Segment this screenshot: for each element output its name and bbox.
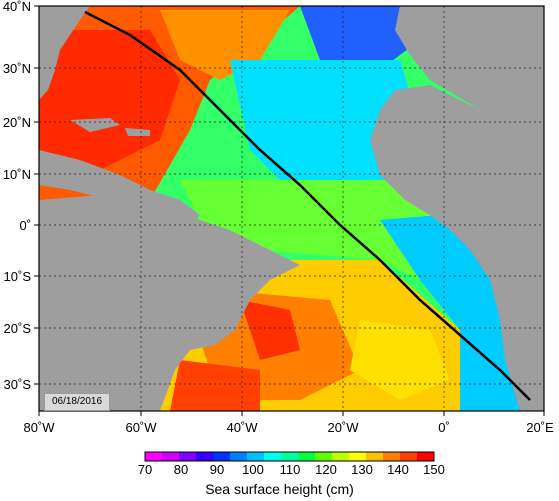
lon-label: 40˚W [226, 420, 258, 435]
colorbar-segment [281, 452, 299, 461]
colorbar-segment [315, 452, 333, 461]
colorbar-tick-label: 150 [423, 462, 445, 477]
map-frame [38, 5, 545, 412]
colorbar-segment [145, 452, 163, 461]
date-label: 06/18/2016 [44, 393, 110, 411]
colorbar-segment [366, 452, 384, 461]
tick-marks [34, 5, 545, 416]
colorbar-tick-label: 130 [351, 462, 373, 477]
colorbar [144, 451, 435, 462]
lat-label: 0˚ [19, 218, 31, 233]
lon-label: 20˚W [327, 420, 359, 435]
colorbar-segment [162, 452, 180, 461]
colorbar-segment [332, 452, 350, 461]
lon-label: 0˚ [438, 420, 450, 435]
colorbar-ticks: 70 80 90 100 110 120 130 140 150 [138, 462, 445, 477]
colorbar-tick-label: 80 [174, 462, 188, 477]
colorbar-tick-label: 90 [210, 462, 224, 477]
colorbar-tick-label: 140 [387, 462, 409, 477]
colorbar-segment [179, 452, 197, 461]
colorbar-segment [383, 452, 401, 461]
colorbar-segment [417, 452, 435, 461]
colorbar-segment [247, 452, 265, 461]
lat-labels: 40˚N 30˚N 20˚N 10˚N 0˚ 10˚S 20˚S 30˚S [3, 0, 32, 392]
lat-label: 10˚N [3, 167, 31, 182]
colorbar-tick-label: 120 [315, 462, 337, 477]
lon-label: 80˚W [23, 420, 55, 435]
colorbar-segment [264, 452, 282, 461]
lat-label: 30˚S [4, 377, 32, 392]
colorbar-tick-label: 100 [242, 462, 264, 477]
colorbar-segment [230, 452, 248, 461]
lon-labels: 80˚W 60˚W 40˚W 20˚W 0˚ 20˚E [23, 420, 554, 435]
colorbar-tick-label: 70 [138, 462, 152, 477]
lat-label: 30˚N [3, 61, 31, 76]
colorbar-segment [298, 452, 316, 461]
lat-label: 20˚S [4, 321, 32, 336]
colorbar-segment [196, 452, 214, 461]
colorbar-segment [213, 452, 231, 461]
colorbar-segment [400, 452, 418, 461]
land [39, 6, 544, 411]
colorbar-frame [144, 451, 435, 462]
colorbar-title: Sea surface height (cm) [205, 481, 354, 497]
lat-label: 40˚N [3, 0, 31, 14]
lon-label: 20˚E [526, 420, 554, 435]
colorbar-segment [349, 452, 367, 461]
lon-label: 60˚W [125, 420, 157, 435]
graticule [39, 6, 544, 411]
lat-label: 20˚N [3, 115, 31, 130]
track-line [84, 10, 531, 401]
lat-label: 10˚S [4, 269, 32, 284]
colorbar-tick-label: 110 [280, 462, 301, 477]
